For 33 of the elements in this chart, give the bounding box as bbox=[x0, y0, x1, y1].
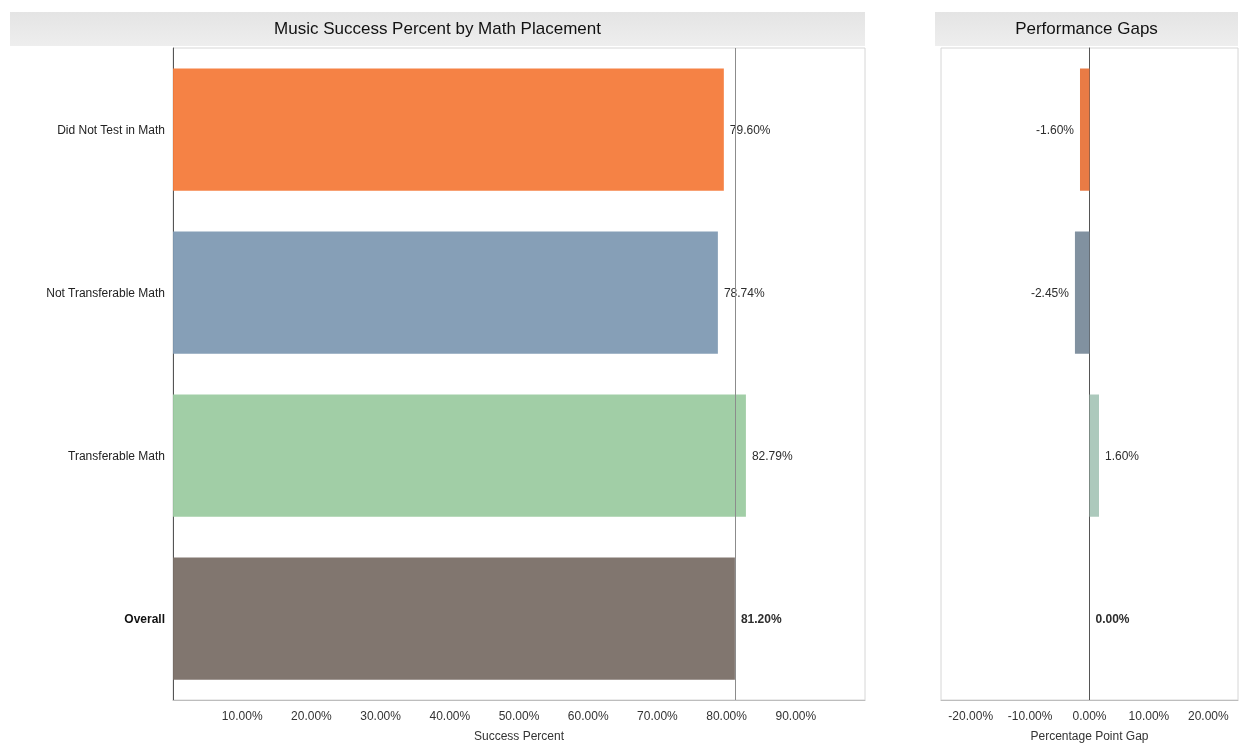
bar bbox=[173, 557, 735, 680]
x-tick-label: -20.00% bbox=[948, 709, 994, 723]
x-tick-label: 0.00% bbox=[1072, 709, 1107, 723]
x-tick-label: 20.00% bbox=[1187, 709, 1229, 723]
y-tick-label: Did Not Test in Math bbox=[57, 122, 165, 137]
x-tick-label: -10.00% bbox=[1007, 709, 1053, 723]
data-label: -1.60% bbox=[1035, 122, 1075, 137]
x-tick-label: 40.00% bbox=[429, 709, 471, 723]
bar bbox=[173, 231, 718, 354]
x-tick-label: 70.00% bbox=[637, 709, 679, 723]
data-label: 81.20% bbox=[740, 611, 782, 626]
y-tick-label: Transferable Math bbox=[68, 448, 165, 463]
data-label: -2.45% bbox=[1030, 285, 1070, 300]
y-tick-label: Not Transferable Math bbox=[46, 285, 165, 300]
x-tick-label: 10.00% bbox=[221, 709, 263, 723]
data-label: 0.00% bbox=[1095, 611, 1130, 626]
x-tick-label: 30.00% bbox=[360, 709, 402, 723]
x-tick-label: 90.00% bbox=[775, 709, 817, 723]
x-tick-label: 50.00% bbox=[498, 709, 540, 723]
data-label: 82.79% bbox=[751, 448, 793, 463]
bar bbox=[173, 394, 746, 517]
y-tick-label: Overall bbox=[124, 611, 165, 626]
x-axis-title: Success Percent bbox=[473, 729, 565, 743]
x-tick-label: 20.00% bbox=[291, 709, 333, 723]
x-axis-title: Percentage Point Gap bbox=[1030, 729, 1149, 743]
data-label: 1.60% bbox=[1105, 448, 1140, 463]
chart-title: Music Success Percent by Math Placement bbox=[274, 19, 601, 39]
bar bbox=[173, 68, 724, 191]
x-tick-label: 80.00% bbox=[706, 709, 748, 723]
x-tick-label: 60.00% bbox=[567, 709, 609, 723]
x-tick-label: 10.00% bbox=[1128, 709, 1170, 723]
data-label: 79.60% bbox=[729, 122, 771, 137]
chart-title: Performance Gaps bbox=[1015, 19, 1158, 39]
